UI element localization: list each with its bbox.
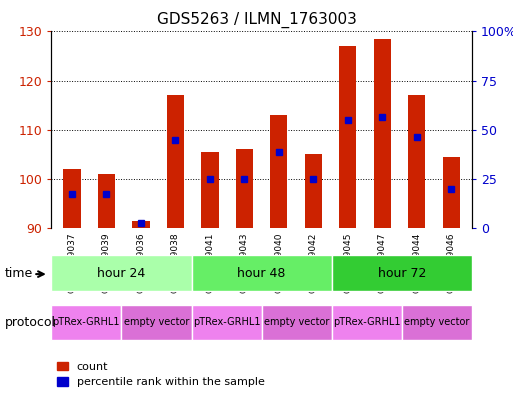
FancyBboxPatch shape <box>191 255 332 291</box>
Legend: count, percentile rank within the sample: count, percentile rank within the sample <box>57 362 265 387</box>
FancyBboxPatch shape <box>122 305 191 340</box>
FancyBboxPatch shape <box>262 305 332 340</box>
Text: hour 48: hour 48 <box>238 266 286 280</box>
Text: empty vector: empty vector <box>264 317 329 327</box>
Bar <box>132 220 150 228</box>
Text: protocol: protocol <box>5 316 56 329</box>
FancyBboxPatch shape <box>51 255 191 291</box>
Bar <box>64 169 81 228</box>
Text: empty vector: empty vector <box>404 317 469 327</box>
FancyBboxPatch shape <box>332 255 472 291</box>
Bar <box>236 149 253 228</box>
Text: time: time <box>5 266 33 280</box>
Text: hour 72: hour 72 <box>378 266 426 280</box>
Text: empty vector: empty vector <box>124 317 189 327</box>
Bar <box>98 174 115 228</box>
Bar <box>270 115 287 228</box>
Bar <box>201 152 219 228</box>
Text: pTRex-GRHL1: pTRex-GRHL1 <box>53 317 120 327</box>
Bar <box>443 157 460 228</box>
FancyBboxPatch shape <box>191 305 262 340</box>
Bar <box>339 46 357 228</box>
Text: hour 24: hour 24 <box>97 266 146 280</box>
Text: pTRex-GRHL1: pTRex-GRHL1 <box>333 317 401 327</box>
Text: GDS5263 / ILMN_1763003: GDS5263 / ILMN_1763003 <box>156 12 357 28</box>
FancyBboxPatch shape <box>51 305 122 340</box>
FancyBboxPatch shape <box>402 305 472 340</box>
FancyBboxPatch shape <box>332 305 402 340</box>
Bar <box>408 95 425 228</box>
Bar <box>305 154 322 228</box>
Text: pTRex-GRHL1: pTRex-GRHL1 <box>193 317 260 327</box>
Bar <box>373 39 391 228</box>
Bar <box>167 95 184 228</box>
